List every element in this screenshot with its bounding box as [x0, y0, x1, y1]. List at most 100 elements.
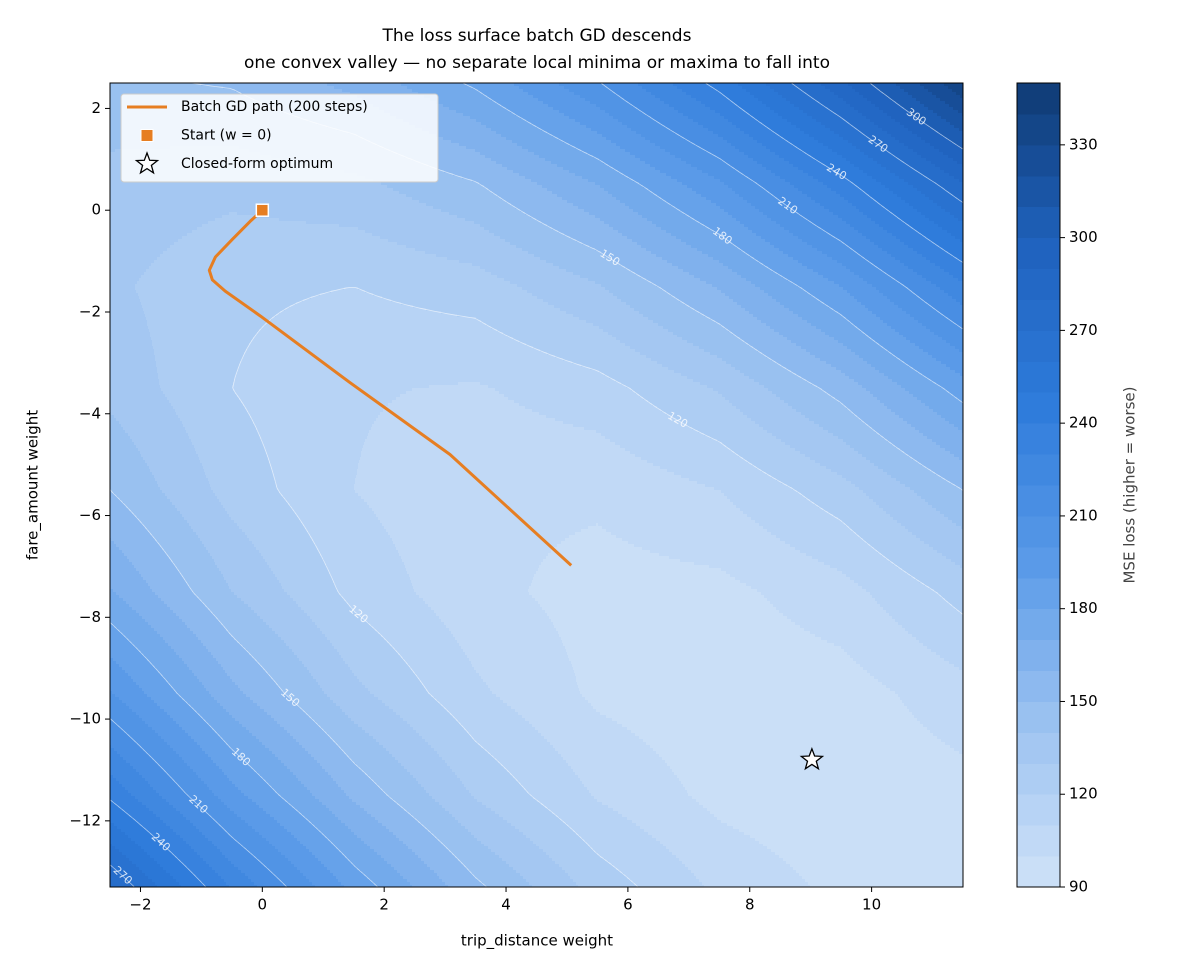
contour-band	[147, 320, 171, 323]
contour-band	[917, 134, 942, 137]
contour-band	[359, 460, 415, 463]
contour-band	[660, 98, 696, 101]
contour-band	[868, 424, 902, 427]
contour-cell	[415, 83, 537, 134]
contour-band	[159, 793, 171, 796]
contour-band	[234, 811, 266, 814]
contour-band	[836, 191, 865, 194]
contour-band	[110, 427, 123, 430]
contour-band	[357, 472, 415, 475]
contour-band	[415, 760, 445, 763]
contour-band	[163, 391, 171, 394]
contour-band	[625, 149, 658, 152]
contour-band	[780, 131, 804, 134]
contour-band	[896, 215, 902, 218]
contour-band	[593, 323, 658, 326]
contour-band	[826, 391, 870, 394]
contour-band	[415, 436, 537, 439]
contour-band	[293, 299, 303, 302]
contour-band	[132, 511, 171, 514]
contour-band	[392, 754, 415, 757]
contour-band	[415, 388, 495, 391]
contour-band	[887, 131, 902, 134]
contour-band	[537, 517, 658, 520]
contour-band	[110, 466, 149, 469]
contour-band	[902, 379, 931, 382]
contour-band	[171, 427, 185, 430]
contour-band	[902, 703, 904, 706]
contour-band	[658, 445, 726, 448]
contour-band	[704, 314, 753, 317]
contour-band	[507, 769, 537, 772]
contour-band	[902, 412, 937, 415]
contour-band	[757, 140, 780, 143]
contour-band	[929, 544, 963, 547]
contour-band	[891, 152, 902, 155]
contour-band	[135, 284, 171, 287]
contour-band	[867, 173, 895, 176]
contour-band	[415, 406, 525, 409]
contour-band	[160, 385, 171, 388]
contour-band	[575, 119, 618, 122]
contour-band	[171, 670, 192, 673]
contour-band	[621, 382, 658, 385]
contour-band	[752, 463, 780, 466]
contour-band	[780, 670, 867, 673]
contour-band	[519, 340, 537, 343]
contour-band	[196, 532, 245, 535]
contour-band	[111, 490, 162, 493]
contour-band	[776, 436, 780, 439]
contour-band	[901, 523, 902, 526]
contour-band	[181, 787, 209, 790]
contour-band	[537, 215, 595, 218]
contour-band	[766, 472, 780, 475]
contour-band	[409, 574, 415, 577]
contour-band	[322, 766, 359, 769]
contour-band	[545, 158, 599, 161]
contour-band	[201, 83, 293, 86]
contour-band	[711, 200, 747, 203]
contour-band	[537, 179, 588, 182]
contour-band	[478, 89, 523, 92]
contour-band	[340, 706, 389, 709]
contour-band	[780, 140, 788, 143]
contour-cell	[902, 541, 963, 643]
contour-band	[793, 233, 830, 236]
contour-band	[541, 562, 658, 565]
contour-band	[163, 637, 171, 640]
contour-band	[646, 742, 658, 745]
contour-band	[537, 358, 563, 361]
contour-band	[457, 775, 513, 778]
contour-band	[158, 373, 171, 376]
contour-band	[537, 538, 565, 541]
contour-band	[293, 604, 298, 607]
contour-cell	[415, 541, 537, 643]
contour-band	[242, 724, 280, 727]
contour-band	[948, 155, 963, 158]
contour-band	[676, 236, 724, 239]
contour-band	[846, 101, 871, 104]
contour-band	[681, 421, 755, 424]
contour-band	[415, 409, 532, 412]
contour-band	[110, 487, 160, 490]
contour-band	[780, 640, 827, 643]
contour-band	[531, 122, 537, 125]
contour-band	[174, 242, 293, 245]
contour-band	[415, 601, 425, 604]
contour-band	[883, 293, 902, 296]
contour-band	[810, 352, 855, 355]
contour-band	[164, 709, 171, 712]
contour-band	[796, 373, 845, 376]
contour-band	[171, 364, 239, 367]
contour-band	[142, 775, 170, 778]
contour-band	[173, 748, 202, 751]
contour-band	[110, 730, 124, 733]
contour-band	[767, 430, 780, 433]
contour-band	[511, 706, 537, 709]
contour-band	[537, 107, 553, 110]
contour-band	[415, 502, 537, 505]
contour-band	[931, 469, 963, 472]
contour-band	[883, 469, 902, 472]
contour-band	[726, 445, 780, 448]
contour-band	[303, 299, 391, 302]
